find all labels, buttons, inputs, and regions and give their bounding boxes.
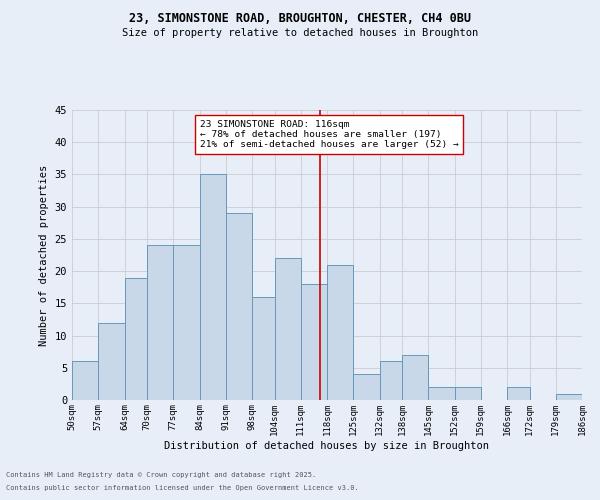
Bar — [380, 362, 402, 400]
Bar — [556, 394, 582, 400]
Bar — [98, 322, 125, 400]
Text: Contains HM Land Registry data © Crown copyright and database right 2025.: Contains HM Land Registry data © Crown c… — [6, 472, 316, 478]
Text: Size of property relative to detached houses in Broughton: Size of property relative to detached ho… — [122, 28, 478, 38]
Bar — [147, 246, 173, 400]
X-axis label: Distribution of detached houses by size in Broughton: Distribution of detached houses by size … — [164, 440, 490, 450]
Text: 23, SIMONSTONE ROAD, BROUGHTON, CHESTER, CH4 0BU: 23, SIMONSTONE ROAD, BROUGHTON, CHESTER,… — [129, 12, 471, 26]
Bar — [226, 213, 252, 400]
Bar — [200, 174, 226, 400]
Text: 23 SIMONSTONE ROAD: 116sqm
← 78% of detached houses are smaller (197)
21% of sem: 23 SIMONSTONE ROAD: 116sqm ← 78% of deta… — [200, 120, 458, 150]
Bar — [327, 264, 353, 400]
Bar — [353, 374, 380, 400]
Bar — [428, 387, 455, 400]
Bar — [252, 297, 275, 400]
Bar — [402, 355, 428, 400]
Bar — [507, 387, 530, 400]
Bar — [275, 258, 301, 400]
Bar — [455, 387, 481, 400]
Bar — [301, 284, 327, 400]
Text: Contains public sector information licensed under the Open Government Licence v3: Contains public sector information licen… — [6, 485, 359, 491]
Bar — [125, 278, 147, 400]
Y-axis label: Number of detached properties: Number of detached properties — [39, 164, 49, 346]
Bar — [72, 362, 98, 400]
Bar — [173, 246, 200, 400]
